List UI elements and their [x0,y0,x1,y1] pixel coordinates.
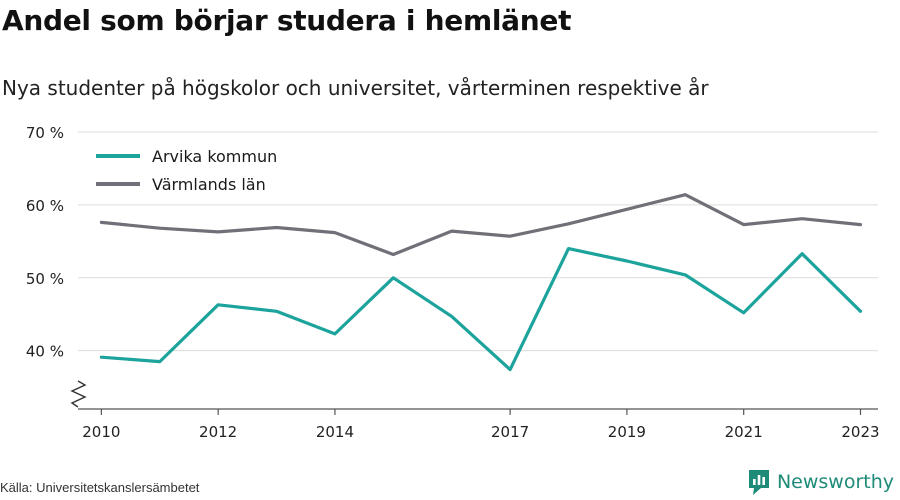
chart-subtitle: Nya studenter på högskolor och universit… [2,76,709,100]
brand-name: Newsworthy [776,471,894,493]
x-tick-label: 2010 [82,423,120,441]
y-tick-label: 60 % [26,197,64,215]
x-tick-label: 2021 [725,423,763,441]
x-tick-label: 2017 [491,423,529,441]
source-note: Källa: Universitetskanslersämbetet [0,480,200,495]
axis-break-icon [70,380,87,408]
x-tick-label: 2012 [199,423,237,441]
x-tick-label: 2023 [841,423,879,441]
x-tick-label: 2014 [316,423,354,441]
x-tick-label: 2019 [608,423,646,441]
brand-logo: Newsworthy [747,468,894,496]
y-tick-label: 40 % [26,343,64,361]
chart-title: Andel som börjar studera i hemlänet [2,4,572,37]
legend-label: Arvika kommun [152,147,277,166]
series-line-arvika-kommun [99,247,863,372]
y-tick-label: 70 % [26,124,64,142]
series-line-v-rmlands-l-n [99,193,863,257]
legend-label: Värmlands län [152,175,266,194]
y-tick-label: 50 % [26,270,64,288]
newsworthy-logo-icon [748,470,769,495]
line-chart: 40 % 50 % 60 % 70 % 2010 2012 2014 2017 2019 2021… [26,124,880,441]
